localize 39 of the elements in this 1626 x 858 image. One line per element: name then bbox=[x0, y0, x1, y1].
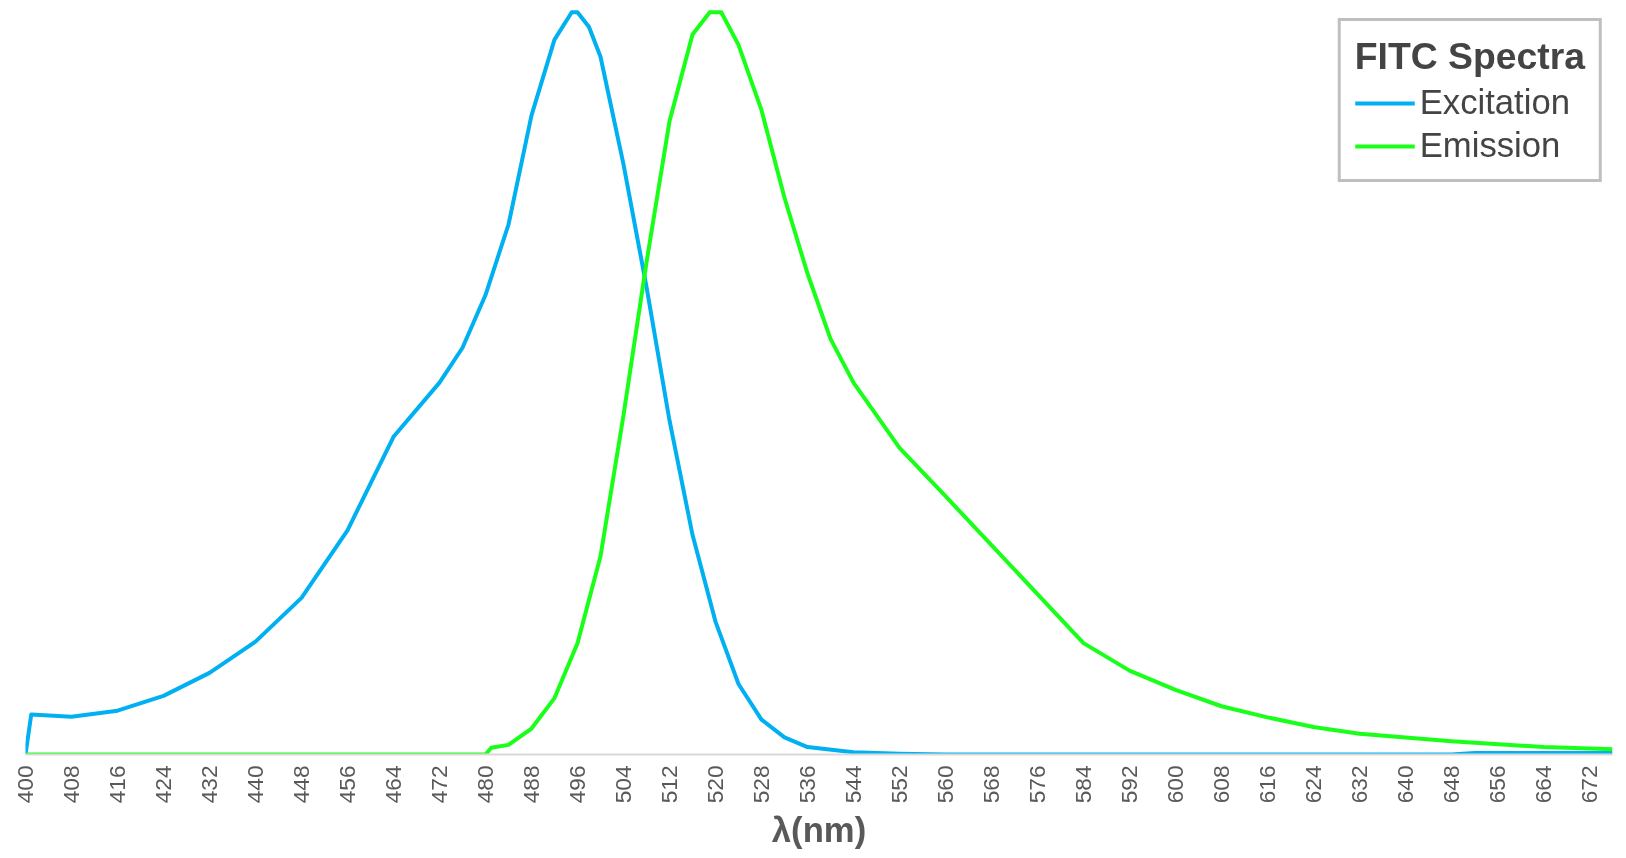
x-tick-label: 544 bbox=[840, 765, 866, 804]
x-tick-label: 656 bbox=[1484, 765, 1510, 804]
x-tick-label: 456 bbox=[334, 765, 360, 804]
x-tick-label: 624 bbox=[1300, 765, 1326, 804]
x-tick-label: 592 bbox=[1116, 765, 1142, 804]
x-tick-label: 432 bbox=[196, 765, 222, 804]
x-tick-label: 520 bbox=[702, 765, 728, 804]
x-tick-label: 448 bbox=[288, 765, 314, 804]
legend-title: FITC Spectra bbox=[1354, 35, 1585, 78]
x-tick-label: 400 bbox=[12, 765, 38, 804]
x-tick-label: 552 bbox=[886, 765, 912, 804]
x-tick-label: 536 bbox=[794, 765, 820, 804]
x-tick-label: 528 bbox=[748, 765, 774, 804]
x-tick-label: 408 bbox=[58, 765, 84, 804]
x-tick-label: 488 bbox=[518, 765, 544, 804]
x-tick-label: 600 bbox=[1162, 765, 1188, 804]
x-tick-label: 496 bbox=[564, 765, 590, 804]
x-tick-label: 472 bbox=[426, 765, 452, 804]
legend-label: Emission bbox=[1419, 126, 1561, 165]
legend-label: Excitation bbox=[1419, 83, 1571, 122]
x-tick-label: 560 bbox=[932, 765, 958, 804]
x-tick-label: 576 bbox=[1024, 765, 1050, 804]
x-tick-label: 616 bbox=[1254, 765, 1280, 804]
x-tick-label: 424 bbox=[150, 765, 176, 804]
x-tick-label: 504 bbox=[610, 765, 636, 804]
x-tick-label: 512 bbox=[656, 765, 682, 804]
x-tick-label: 568 bbox=[978, 765, 1004, 804]
x-tick-label: 416 bbox=[104, 765, 130, 804]
x-tick-label: 632 bbox=[1346, 765, 1372, 804]
x-tick-label: 648 bbox=[1438, 765, 1464, 804]
x-tick-label: 584 bbox=[1070, 765, 1096, 804]
x-axis-title: λ(nm) bbox=[771, 811, 867, 850]
x-tick-label: 672 bbox=[1576, 765, 1602, 804]
x-tick-label: 464 bbox=[380, 765, 406, 804]
x-tick-label: 440 bbox=[242, 765, 268, 804]
x-tick-label: 480 bbox=[472, 765, 498, 804]
x-tick-label: 664 bbox=[1530, 765, 1556, 804]
x-tick-label: 608 bbox=[1208, 765, 1234, 804]
x-tick-label: 640 bbox=[1392, 765, 1418, 804]
